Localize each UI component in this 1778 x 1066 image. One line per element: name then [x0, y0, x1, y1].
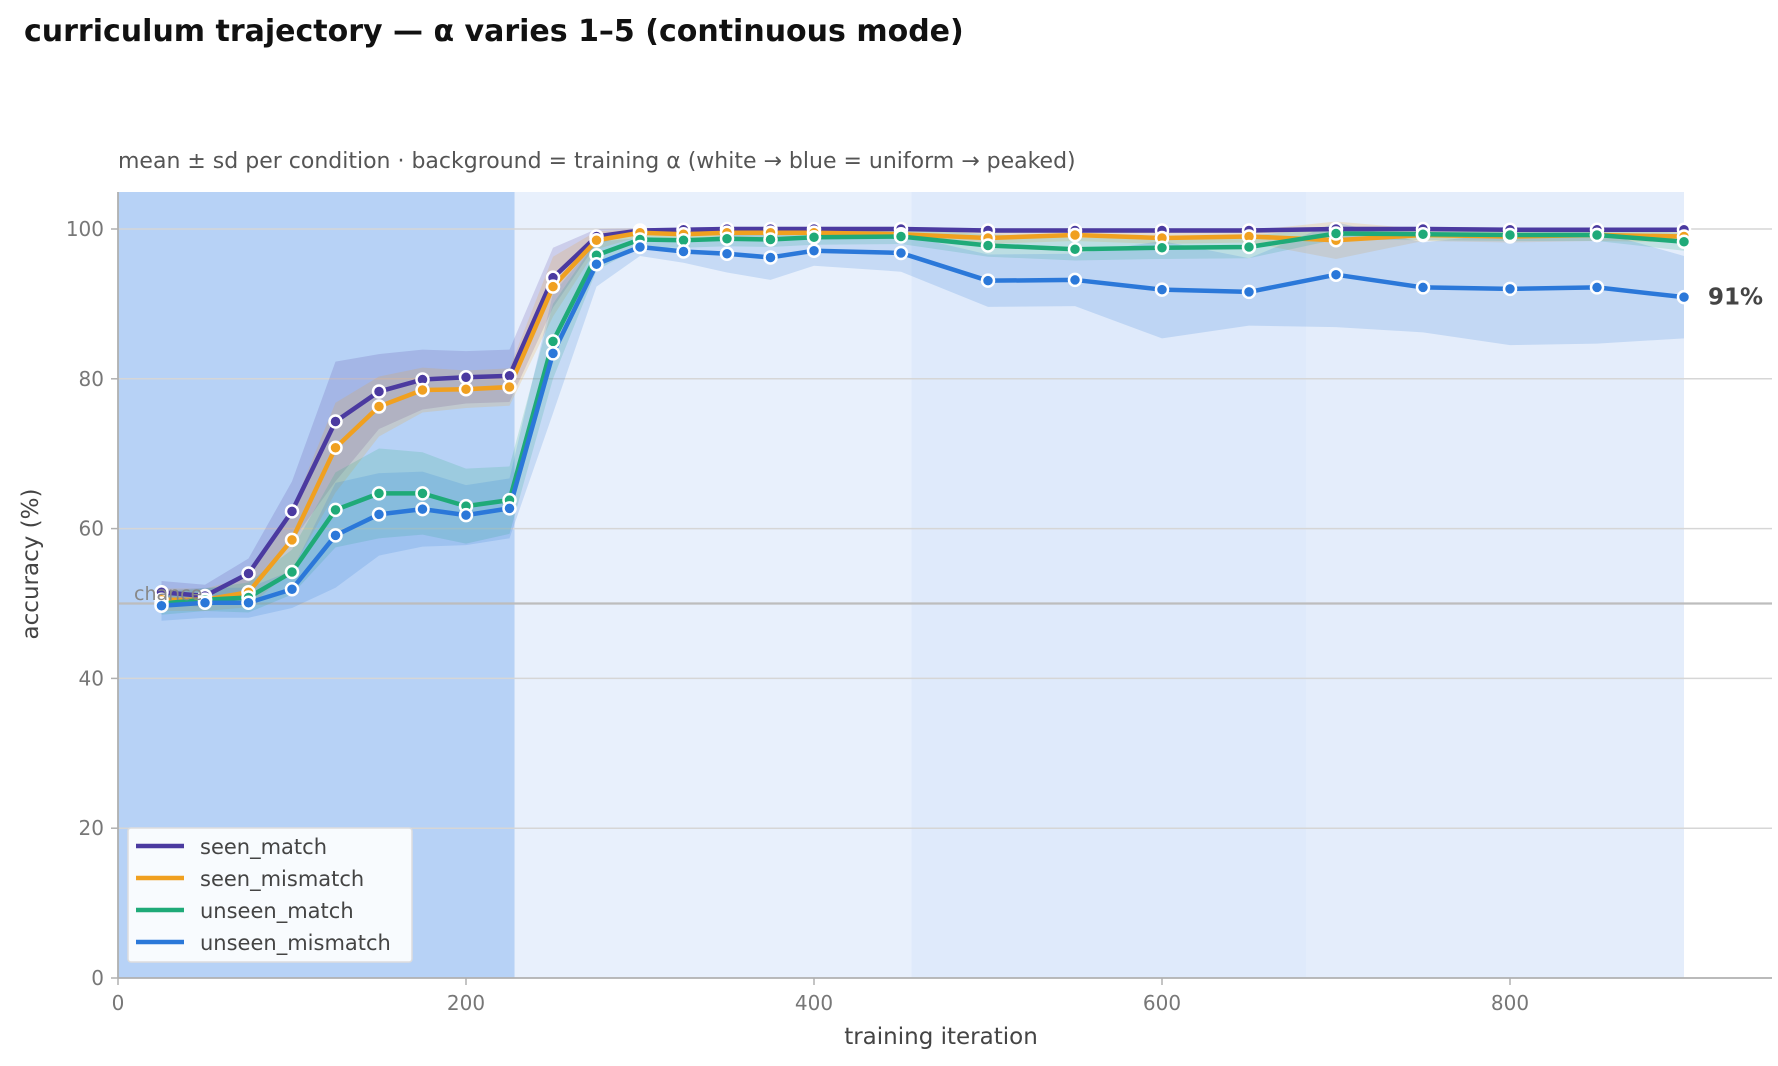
alpha-background-bands: [118, 192, 1684, 978]
alpha-band-1: [514, 192, 912, 978]
line-seen_mismatch: [159, 230, 1687, 603]
point-seen_mismatch-275: [589, 232, 604, 248]
point-unseen_mismatch-550: [1067, 272, 1083, 288]
point-unseen_mismatch-125: [328, 528, 343, 543]
point-seen_mismatch-250: [545, 279, 561, 294]
point-unseen_match-800: [1502, 227, 1518, 243]
end-value-annotation: 91%: [1708, 284, 1763, 310]
sd-band-unseen_mismatch: [161, 222, 1684, 621]
point-unseen_mismatch-100: [284, 582, 300, 597]
point-unseen_mismatch-175: [415, 501, 430, 517]
point-seen_match-75: [241, 566, 256, 581]
point-unseen_mismatch-600: [1154, 282, 1170, 297]
legend-box: [127, 827, 413, 963]
point-unseen_match-750: [1415, 226, 1431, 242]
sd-band-seen_mismatch: [161, 221, 1684, 611]
y-tick-label-20: 20: [79, 816, 104, 840]
point-unseen_match-650: [1241, 239, 1257, 255]
y-tick-label-80: 80: [79, 367, 104, 391]
point-unseen_mismatch-450: [893, 245, 909, 261]
point-unseen_match-100: [284, 564, 300, 580]
point-unseen_match-550: [1067, 241, 1083, 257]
point-unseen_mismatch-50: [197, 595, 213, 611]
point-unseen_mismatch-200: [458, 507, 474, 523]
legend-label-unseen_mismatch: unseen_mismatch: [200, 931, 391, 956]
legend-label-seen_match: seen_match: [200, 835, 327, 860]
point-unseen_match-600: [1154, 240, 1170, 255]
point-unseen_mismatch-75: [241, 595, 256, 611]
point-unseen_match-375: [763, 232, 778, 247]
point-unseen_mismatch-250: [545, 346, 561, 361]
point-unseen_mismatch-650: [1241, 284, 1257, 300]
y-tick-label-60: 60: [79, 517, 104, 541]
point-unseen_mismatch-350: [719, 246, 735, 261]
sd-band-seen_match: [161, 226, 1684, 608]
point-unseen_match-700: [1328, 226, 1344, 241]
chart-title: curriculum trajectory — α varies 1–5 (co…: [24, 14, 964, 49]
legend-label-unseen_match: unseen_match: [200, 899, 354, 924]
point-seen_match-100: [284, 504, 300, 519]
point-seen_mismatch-100: [284, 532, 300, 548]
point-unseen_match-175: [415, 486, 430, 501]
legend-label-seen_mismatch: seen_mismatch: [200, 867, 364, 892]
alpha-band-2: [911, 192, 1307, 978]
point-seen_match-150: [371, 384, 387, 399]
legend: seen_match seen_mismatch unseen_matchunsee…: [127, 827, 413, 963]
point-seen_mismatch-125: [328, 440, 343, 455]
point-unseen_mismatch-800: [1502, 281, 1518, 297]
sd-bands: [161, 221, 1684, 621]
line-unseen_mismatch: [159, 244, 1687, 608]
point-seen_mismatch-200: [458, 382, 474, 397]
point-unseen_match-150: [371, 486, 387, 501]
alpha-band-3: [1306, 192, 1684, 978]
y-axis-label: accuracy (%): [18, 489, 44, 640]
x-tick-label-400: 400: [795, 991, 833, 1015]
point-unseen_mismatch-700: [1328, 267, 1344, 282]
point-unseen_match-350: [719, 231, 735, 246]
point-seen_mismatch-550: [1067, 227, 1083, 243]
point-unseen_mismatch-25: [154, 598, 169, 613]
y-tick-label-40: 40: [79, 666, 104, 690]
point-seen_match-200: [458, 370, 474, 385]
x-tick-label-0: 0: [112, 991, 125, 1015]
point-unseen_mismatch-500: [980, 273, 996, 288]
point-unseen_mismatch-400: [806, 243, 822, 258]
x-tick-label-200: 200: [447, 991, 485, 1015]
point-seen_mismatch-150: [371, 399, 387, 414]
point-unseen_mismatch-150: [371, 507, 387, 522]
point-unseen_match-500: [980, 238, 996, 253]
point-unseen_mismatch-325: [676, 244, 691, 259]
point-seen_mismatch-225: [502, 379, 517, 395]
point-unseen_match-450: [893, 229, 909, 244]
chance-label: chance: [134, 583, 202, 605]
point-unseen_mismatch-275: [589, 256, 604, 272]
point-unseen_match-400: [806, 229, 822, 245]
line-unseen_match: [159, 231, 1687, 606]
y-tick-label-0: 0: [91, 966, 104, 990]
point-unseen_mismatch-850: [1589, 280, 1605, 295]
point-unseen_mismatch-300: [632, 239, 648, 255]
point-unseen_mismatch-900: [1676, 289, 1692, 305]
chart-subtitle: mean ± sd per condition · background = t…: [118, 149, 1076, 174]
x-axis-label: training iteration: [844, 1024, 1038, 1050]
point-unseen_mismatch-750: [1415, 280, 1431, 295]
x-tick-label-800: 800: [1491, 991, 1529, 1015]
point-seen_mismatch-175: [415, 382, 430, 398]
series-lines: [159, 226, 1687, 608]
point-unseen_match-850: [1589, 227, 1605, 243]
point-unseen_match-125: [328, 502, 343, 518]
x-tick-label-600: 600: [1143, 991, 1181, 1015]
y-tick-label-100: 100: [66, 217, 104, 241]
point-unseen_mismatch-225: [502, 501, 517, 516]
axes: 0 20 40 60 80 100 0 200 400 600 800: [66, 192, 1772, 1015]
point-unseen_mismatch-375: [763, 250, 778, 265]
point-unseen_match-250: [545, 334, 561, 349]
point-unseen_match-900: [1676, 234, 1692, 249]
line-seen_match: [159, 226, 1687, 599]
point-seen_match-125: [328, 414, 343, 429]
series-points: [154, 221, 1692, 613]
